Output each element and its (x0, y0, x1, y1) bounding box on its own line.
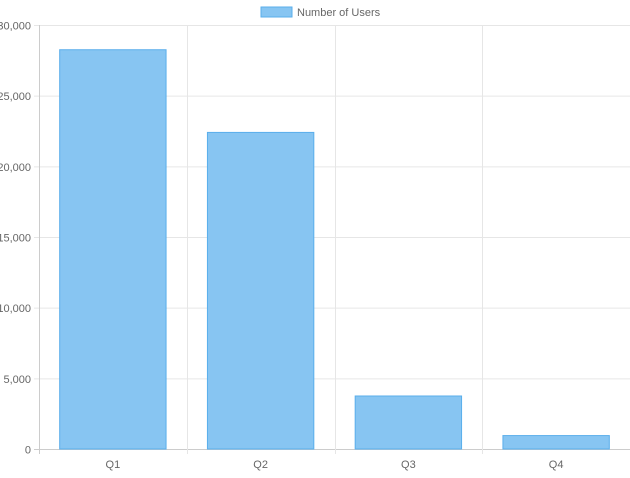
bar-q4 (502, 435, 610, 450)
legend[interactable]: Number of Users (260, 6, 381, 19)
bar-q3 (354, 395, 463, 450)
y-tick-label: 30,000 (0, 21, 31, 33)
legend-swatch (260, 6, 293, 18)
bar-q2 (206, 131, 315, 450)
y-tick-label: 15,000 (0, 233, 31, 245)
x-tick-label: Q4 (549, 459, 564, 471)
y-tick-label: 20,000 (0, 162, 31, 174)
y-tick-label: 0 (25, 445, 31, 457)
y-tick-label: 25,000 (0, 91, 31, 103)
y-tick-label: 5,000 (3, 374, 31, 386)
y-tick-label: 10,000 (0, 303, 31, 315)
x-tick-label: Q2 (253, 459, 268, 471)
x-axis: Q1 Q2 Q3 Q4 (106, 459, 564, 471)
legend-label: Number of Users (297, 7, 381, 19)
bar-q1 (59, 49, 167, 450)
bars (59, 49, 610, 450)
y-axis: 0 5,000 10,000 15,000 20,000 25,000 30,000 (0, 21, 31, 457)
x-tick-label: Q1 (106, 459, 121, 471)
x-tick-label: Q3 (401, 459, 416, 471)
